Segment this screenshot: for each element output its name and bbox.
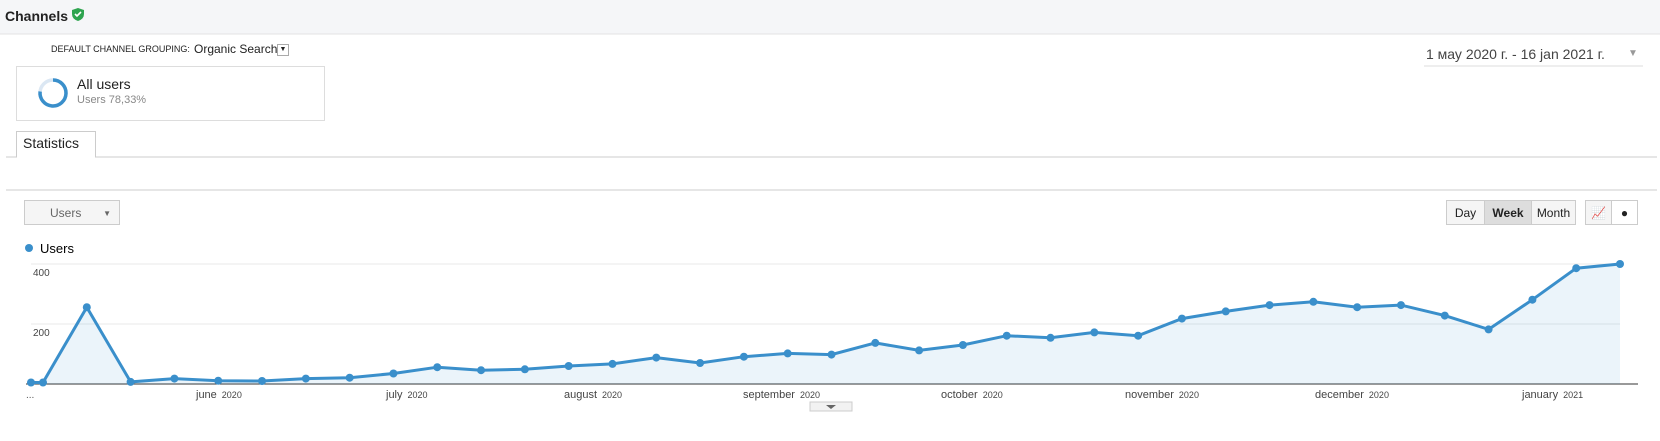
point — [520, 365, 529, 374]
y-tick-label: 200 — [33, 328, 50, 339]
header-bar — [0, 0, 1660, 34]
point — [1265, 301, 1274, 310]
point — [477, 366, 486, 375]
axis-start-label: ... — [26, 390, 34, 401]
x-month-label: august — [564, 389, 597, 401]
motion-chart-toggle[interactable]: ● — [1611, 200, 1638, 225]
point — [258, 377, 267, 385]
x-month-label: september — [743, 389, 795, 401]
x-month-label: december — [1315, 389, 1364, 401]
legend-label: Users — [40, 241, 74, 256]
point — [214, 376, 223, 385]
x-month-label: january — [1521, 389, 1559, 401]
x-month-label: october — [941, 389, 978, 401]
point — [1177, 314, 1186, 323]
verified-check — [74, 11, 82, 18]
x-month-label: november — [1125, 389, 1174, 401]
point — [433, 363, 442, 372]
segment-detail: Users 78,33% — [77, 94, 147, 106]
point — [82, 303, 91, 312]
point — [1396, 301, 1405, 310]
point — [608, 359, 617, 368]
point — [1134, 331, 1143, 340]
point — [389, 369, 398, 378]
date-range[interactable]: 1 мау 2020 г. - 16 jan 2021 г. — [1426, 46, 1605, 62]
point — [1090, 328, 1099, 337]
granularity-button[interactable]: Week — [1484, 200, 1532, 225]
x-year-label: 2021 — [1563, 390, 1583, 400]
point — [915, 346, 924, 355]
x-month-label: june — [195, 389, 217, 401]
line-chart-toggle[interactable]: 📈 — [1585, 200, 1612, 225]
point — [1528, 295, 1537, 304]
page-title: Channels — [5, 8, 69, 24]
point — [39, 378, 47, 387]
point — [1353, 303, 1362, 312]
x-year-label: 2020 — [408, 390, 428, 400]
point — [1484, 325, 1493, 334]
x-month-label: july — [385, 389, 403, 401]
point — [652, 353, 661, 362]
date-dropdown[interactable]: ▼ — [1628, 48, 1638, 59]
x-year-label: 2020 — [800, 390, 820, 400]
segment-donut — [38, 78, 68, 108]
granularity-button[interactable]: Month — [1531, 200, 1576, 225]
point — [301, 374, 310, 383]
point — [126, 377, 135, 386]
metric-selector[interactable]: Users ▼ — [24, 200, 120, 225]
point — [1572, 264, 1581, 273]
point — [1221, 307, 1230, 316]
point — [1616, 260, 1624, 268]
point — [871, 338, 880, 347]
point — [958, 341, 967, 349]
legend-marker — [25, 244, 33, 252]
x-year-label: 2020 — [983, 390, 1003, 400]
point — [1309, 297, 1318, 306]
dimension-dropdown[interactable]: ▼ — [277, 44, 289, 56]
point — [170, 374, 179, 383]
segment-name: All users — [77, 76, 131, 92]
granularity-button[interactable]: Day — [1446, 200, 1485, 225]
tab[interactable]: Statistics — [16, 131, 96, 158]
x-year-label: 2020 — [1179, 390, 1199, 400]
x-year-label: 2020 — [602, 390, 622, 400]
x-year-label: 2020 — [222, 390, 242, 400]
line — [31, 262, 1621, 384]
point — [1440, 311, 1449, 320]
point — [27, 378, 35, 387]
dimension-label: DEFAULT CHANNEL GROUPING: — [51, 44, 190, 54]
point — [739, 352, 748, 361]
resize-arrow — [826, 405, 836, 409]
point — [696, 359, 705, 367]
metric-text: Users — [50, 206, 82, 220]
x-year-label: 2020 — [1369, 390, 1389, 400]
point — [345, 373, 354, 382]
point — [564, 362, 573, 370]
point — [827, 350, 836, 359]
point — [1002, 331, 1011, 340]
area — [31, 264, 1620, 384]
segment-box[interactable] — [16, 66, 325, 121]
dimension-value[interactable]: Organic Search — [194, 42, 278, 56]
point — [1046, 333, 1055, 342]
y-tick-label: 400 — [33, 268, 50, 279]
point — [783, 349, 792, 358]
